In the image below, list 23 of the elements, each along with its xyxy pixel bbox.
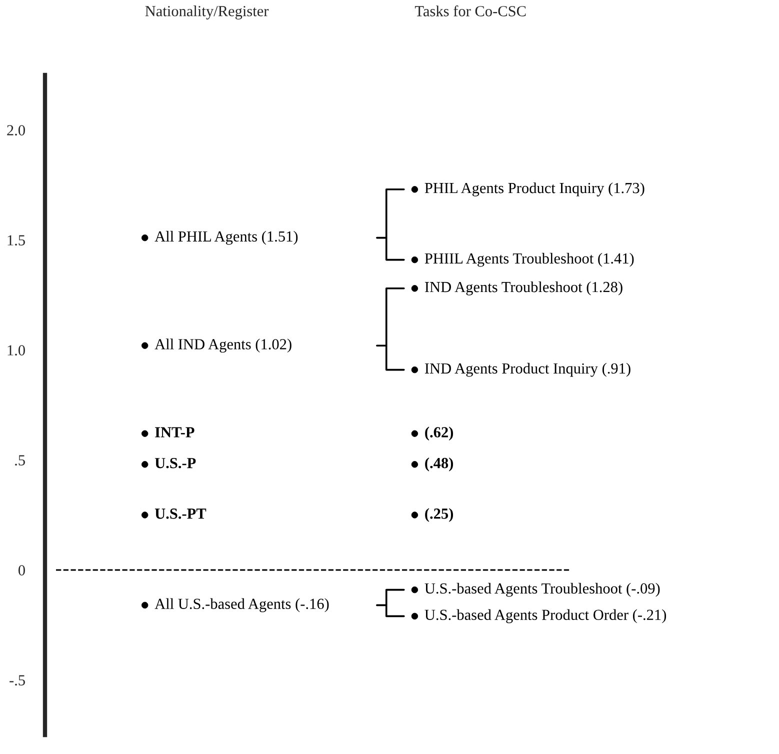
data-label: IND Agents Troubleshoot (1.28) [424, 281, 622, 296]
y-tick-label: 1.5 [8, 235, 25, 246]
data-label: (.48) [425, 457, 454, 472]
data-label: All U.S.-based Agents (-.16) [154, 598, 329, 612]
x-tick-label: Nationality/Register [145, 6, 269, 20]
data-label: U.S.-P [154, 458, 196, 468]
y-tick-label: .5 [15, 455, 25, 466]
y-tick-label: -.5 [10, 675, 25, 686]
y-tick-label: 0 [18, 565, 25, 576]
data-label: U.S.-based Agents Troubleshoot (-.09) [424, 582, 660, 597]
data-label: IND Agents Product Inquiry (.91) [424, 362, 630, 377]
y-tick-label: 2.0 [7, 125, 25, 136]
y-tick-label: 1.0 [8, 345, 25, 356]
data-label: (.25) [425, 508, 454, 522]
data-label: All PHIL Agents (1.51) [154, 230, 298, 245]
data-label: (.62) [425, 426, 454, 441]
data-label: PHIL Agents Product Inquiry (1.73) [424, 182, 644, 196]
x-tick-label: Tasks for Co-CSC [414, 5, 526, 16]
data-label: All IND Agents (1.02) [154, 338, 292, 353]
data-label: U.S.-based Agents Product Order (-.21) [424, 609, 666, 624]
data-label: U.S.-PT [154, 508, 206, 519]
data-label: INT-P [155, 427, 194, 438]
data-label: PHIIL Agents Troubleshoot (1.41) [424, 252, 634, 267]
